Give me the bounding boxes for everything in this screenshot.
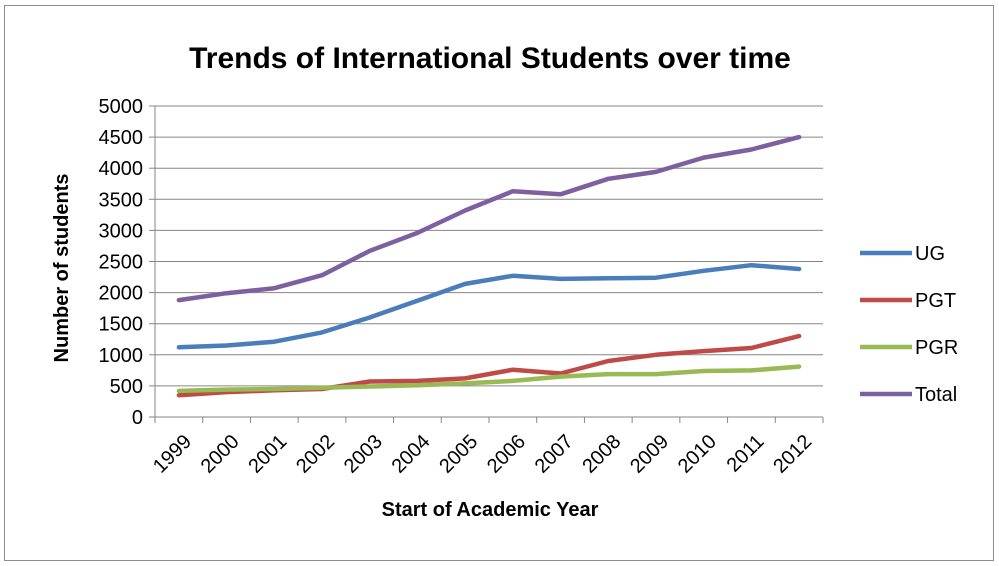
- y-axis-title: Number of students: [51, 174, 73, 363]
- x-tick-label: 2008: [578, 431, 625, 478]
- y-tick-label: 5000: [99, 96, 144, 118]
- x-tick-label: 2009: [626, 431, 673, 478]
- legend-label: PGT: [915, 290, 956, 312]
- x-tick-label: 2012: [769, 431, 816, 478]
- x-tick-label: 2003: [340, 431, 387, 478]
- chart-title: Trends of International Students over ti…: [189, 42, 791, 75]
- series-lines: [176, 134, 802, 398]
- y-tick-label: 2500: [99, 252, 144, 274]
- x-tick-label: 2007: [531, 431, 578, 478]
- y-tick-label: 3500: [99, 189, 144, 211]
- y-tick-label: 1000: [99, 345, 144, 367]
- series-line-ug: [176, 262, 802, 350]
- x-tick-label: 2001: [244, 431, 291, 478]
- x-tick-label: 2011: [723, 431, 769, 477]
- legend-item-total: Total: [860, 384, 957, 406]
- x-axis-title: Start of Academic Year: [382, 499, 599, 521]
- axes: [149, 105, 824, 423]
- x-tick-labels: 1999 2000 2001 2002 2003 2004 2005 2006 2007 2008…: [149, 431, 816, 478]
- legend-item-ug: UG: [860, 243, 945, 265]
- y-tick-label: 0: [132, 407, 143, 429]
- gridlines: [155, 105, 823, 387]
- x-tick-label: 2002: [292, 431, 339, 478]
- y-tick-label: 2000: [99, 283, 144, 305]
- chart-frame: Trends of International Students over ti…: [4, 5, 994, 561]
- x-tick-label: 2000: [197, 431, 244, 478]
- line-chart: Trends of International Students over ti…: [51, 42, 958, 521]
- legend-label: Total: [915, 384, 957, 406]
- legend: UG PGT PGR Total: [860, 243, 958, 406]
- y-tick-label: 1500: [99, 314, 144, 336]
- x-tick-label: 1999: [149, 431, 196, 478]
- legend-label: UG: [915, 243, 945, 265]
- x-tick-label: 2006: [483, 431, 530, 478]
- y-tick-label: 500: [110, 376, 143, 398]
- y-tick-label: 4500: [99, 127, 144, 149]
- x-tick-label: 2010: [674, 431, 721, 478]
- legend-item-pgt: PGT: [860, 290, 956, 312]
- x-tick-label: 2005: [435, 431, 482, 478]
- series-line-pgr: [176, 364, 802, 394]
- series-line-total: [176, 134, 802, 303]
- x-tick-label: 2004: [388, 431, 435, 478]
- legend-label: PGR: [915, 337, 958, 359]
- y-tick-labels: 0 500 1000 1500 2000 2500 3000 3500 4000 4500 5000: [99, 96, 144, 429]
- y-tick-label: 4000: [99, 158, 144, 180]
- y-tick-label: 3000: [99, 220, 144, 242]
- legend-item-pgr: PGR: [860, 337, 958, 359]
